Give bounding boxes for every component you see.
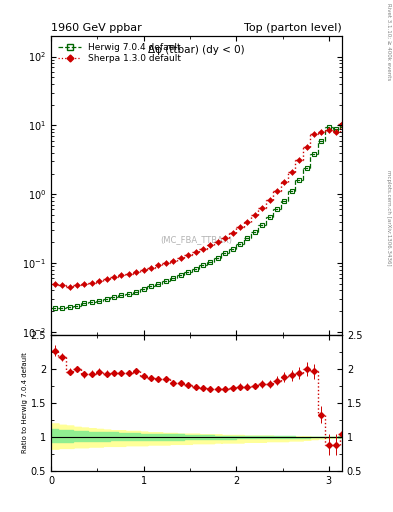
- Text: (MC_FBA_TTBAR): (MC_FBA_TTBAR): [160, 235, 233, 244]
- Text: mcplots.cern.ch [arXiv:1306.3436]: mcplots.cern.ch [arXiv:1306.3436]: [386, 170, 391, 266]
- Text: Δφ (t̅tbar) (dy < 0): Δφ (t̅tbar) (dy < 0): [148, 45, 245, 55]
- Text: 1960 GeV ppbar: 1960 GeV ppbar: [51, 23, 142, 33]
- Text: Rivet 3.1.10; ≥ 400k events: Rivet 3.1.10; ≥ 400k events: [386, 3, 391, 80]
- Y-axis label: Ratio to Herwig 7.0.4 default: Ratio to Herwig 7.0.4 default: [22, 353, 28, 454]
- Text: Top (parton level): Top (parton level): [244, 23, 342, 33]
- Legend: Herwig 7.0.4 default, Sherpa 1.3.0 default: Herwig 7.0.4 default, Sherpa 1.3.0 defau…: [55, 40, 184, 66]
